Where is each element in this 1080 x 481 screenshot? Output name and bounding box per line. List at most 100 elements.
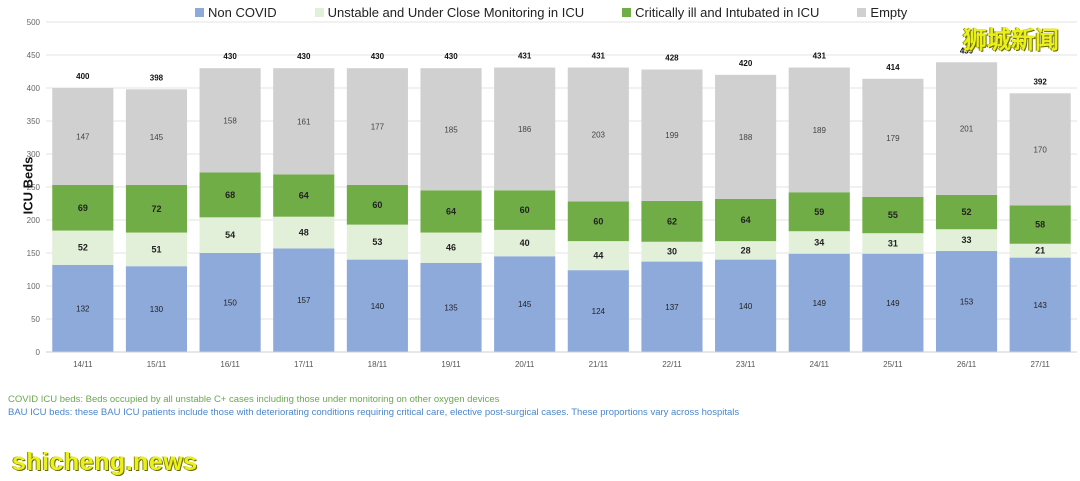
bar-segment-1 xyxy=(52,230,114,265)
bar-segment-0 xyxy=(199,253,261,352)
data-label: 60 xyxy=(593,216,603,226)
data-label: 30 xyxy=(667,247,677,257)
x-tick-label: 24/11 xyxy=(810,360,830,369)
data-label: 145 xyxy=(150,133,164,142)
bar-segment-0 xyxy=(715,259,777,352)
y-tick-label: 400 xyxy=(27,84,41,93)
data-label: 64 xyxy=(741,215,751,225)
bar-segment-1 xyxy=(125,232,188,267)
bar-segment-3 xyxy=(567,67,629,202)
data-label: 140 xyxy=(739,302,753,311)
y-tick-label: 200 xyxy=(27,216,41,225)
bar-segment-2 xyxy=(125,185,188,233)
bar-segment-1 xyxy=(567,241,629,271)
bar-segment-0 xyxy=(567,270,629,352)
data-label: 161 xyxy=(297,117,311,126)
bar-segment-0 xyxy=(1009,257,1071,352)
bar-segment-1 xyxy=(494,229,556,257)
total-label: 392 xyxy=(1033,77,1047,86)
data-label: 40 xyxy=(520,238,530,248)
bar-segment-2 xyxy=(862,196,924,234)
total-label: 430 xyxy=(371,52,385,61)
data-label: 31 xyxy=(888,238,898,248)
total-label: 398 xyxy=(150,73,164,82)
data-label: 60 xyxy=(372,200,382,210)
legend-swatch-critical xyxy=(622,8,632,17)
bar-segment-3 xyxy=(273,68,335,175)
bar-segment-0 xyxy=(494,256,556,352)
data-label: 201 xyxy=(960,125,974,134)
total-label: 414 xyxy=(886,63,900,72)
total-label: 431 xyxy=(813,52,827,61)
data-label: 69 xyxy=(78,203,88,213)
legend-label-critical: Critically ill and Intubated in ICU xyxy=(635,5,820,20)
bar-segment-3 xyxy=(935,62,998,195)
legend-label-non-covid: Non COVID xyxy=(208,5,277,20)
total-label: 420 xyxy=(739,59,753,68)
data-label: 51 xyxy=(151,244,161,254)
total-label: 400 xyxy=(76,72,90,81)
bar-segment-2 xyxy=(346,185,408,225)
legend-item-unstable: Unstable and Under Close Monitoring in I… xyxy=(314,5,584,20)
data-label: 46 xyxy=(446,243,456,253)
bar-segment-2 xyxy=(567,201,629,242)
x-tick-label: 15/11 xyxy=(147,360,167,369)
data-label: 179 xyxy=(886,134,900,143)
x-tick-label: 26/11 xyxy=(957,360,977,369)
bar-segment-3 xyxy=(494,67,556,191)
bar-segment-3 xyxy=(420,68,482,191)
y-tick-label: 250 xyxy=(27,183,41,192)
chart-legend: Non COVID Unstable and Under Close Monit… xyxy=(195,5,945,20)
data-label: 147 xyxy=(76,133,90,142)
bar-segment-2 xyxy=(52,185,114,231)
y-tick-label: 150 xyxy=(27,249,41,258)
total-label: 430 xyxy=(223,52,237,61)
legend-item-empty: Empty xyxy=(857,5,907,20)
bar-segment-3 xyxy=(1009,93,1071,206)
bar-segment-0 xyxy=(273,248,335,352)
bar-segment-3 xyxy=(715,74,777,199)
data-label: 199 xyxy=(665,131,679,140)
data-label: 64 xyxy=(446,206,456,216)
bar-segment-0 xyxy=(641,261,703,352)
data-label: 52 xyxy=(78,243,88,253)
data-label: 124 xyxy=(592,307,606,316)
data-label: 64 xyxy=(299,191,309,201)
bar-segment-1 xyxy=(788,231,850,254)
bar-segment-0 xyxy=(125,266,188,352)
bar-segment-2 xyxy=(788,192,850,232)
bar-segment-1 xyxy=(273,216,335,249)
legend-swatch-non-covid xyxy=(195,8,204,17)
data-label: 149 xyxy=(813,299,827,308)
y-tick-label: 450 xyxy=(27,51,41,60)
data-label: 177 xyxy=(371,123,385,132)
y-axis-label: ICU Beds xyxy=(20,156,36,215)
x-tick-label: 27/11 xyxy=(1030,360,1050,369)
bar-segment-0 xyxy=(420,262,482,352)
x-tick-label: 17/11 xyxy=(294,360,314,369)
bar-segment-2 xyxy=(273,174,335,217)
data-label: 132 xyxy=(76,304,90,313)
y-tick-label: 300 xyxy=(27,150,41,159)
bar-segment-3 xyxy=(862,78,924,197)
bar-segment-3 xyxy=(52,88,114,186)
bar-segment-0 xyxy=(862,253,924,352)
total-label: 428 xyxy=(665,54,679,63)
bar-segment-2 xyxy=(1009,205,1071,244)
total-label: 430 xyxy=(444,52,458,61)
y-tick-label: 500 xyxy=(27,18,41,27)
data-label: 44 xyxy=(593,251,603,261)
data-label: 72 xyxy=(151,204,161,214)
data-label: 62 xyxy=(667,216,677,226)
x-tick-label: 20/11 xyxy=(515,360,535,369)
data-label: 54 xyxy=(225,230,235,240)
data-label: 137 xyxy=(665,303,679,312)
data-label: 189 xyxy=(813,126,827,135)
x-tick-label: 14/11 xyxy=(73,360,93,369)
data-label: 135 xyxy=(444,303,458,312)
bar-segment-1 xyxy=(641,241,703,262)
data-label: 157 xyxy=(297,296,311,305)
data-label: 130 xyxy=(150,305,164,314)
bar-segment-0 xyxy=(346,259,408,352)
